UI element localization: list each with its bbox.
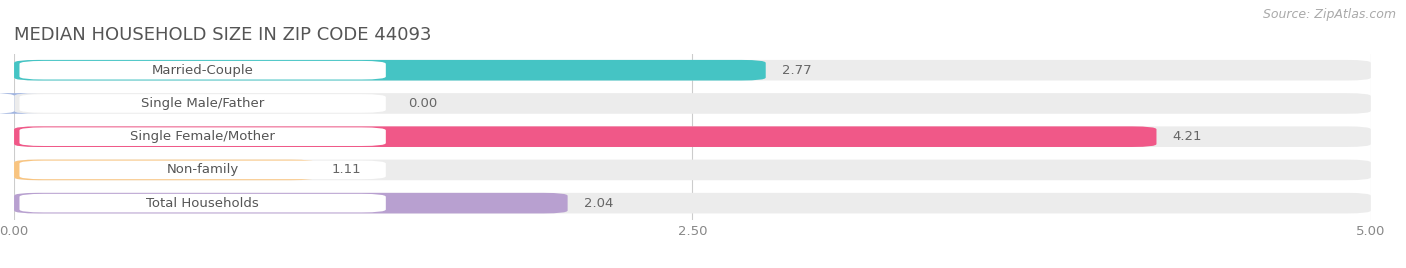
- FancyBboxPatch shape: [14, 93, 1371, 114]
- FancyBboxPatch shape: [20, 61, 385, 80]
- FancyBboxPatch shape: [14, 126, 1371, 147]
- FancyBboxPatch shape: [20, 127, 385, 146]
- Text: 4.21: 4.21: [1173, 130, 1202, 143]
- Text: Single Female/Mother: Single Female/Mother: [131, 130, 276, 143]
- Text: Total Households: Total Households: [146, 197, 259, 210]
- FancyBboxPatch shape: [14, 160, 315, 180]
- FancyBboxPatch shape: [14, 160, 1371, 180]
- FancyBboxPatch shape: [14, 193, 568, 213]
- Text: Married-Couple: Married-Couple: [152, 64, 253, 77]
- FancyBboxPatch shape: [14, 60, 766, 80]
- Text: 2.77: 2.77: [782, 64, 811, 77]
- FancyBboxPatch shape: [20, 94, 385, 113]
- Text: 0.00: 0.00: [408, 97, 437, 110]
- Text: 2.04: 2.04: [583, 197, 613, 210]
- FancyBboxPatch shape: [20, 194, 385, 213]
- Text: Source: ZipAtlas.com: Source: ZipAtlas.com: [1263, 8, 1396, 21]
- FancyBboxPatch shape: [14, 60, 1371, 80]
- FancyBboxPatch shape: [20, 161, 385, 179]
- Text: 1.11: 1.11: [332, 163, 361, 176]
- FancyBboxPatch shape: [0, 93, 38, 114]
- Text: Single Male/Father: Single Male/Father: [141, 97, 264, 110]
- Text: Non-family: Non-family: [166, 163, 239, 176]
- Text: MEDIAN HOUSEHOLD SIZE IN ZIP CODE 44093: MEDIAN HOUSEHOLD SIZE IN ZIP CODE 44093: [14, 26, 432, 44]
- FancyBboxPatch shape: [14, 193, 1371, 213]
- FancyBboxPatch shape: [14, 126, 1157, 147]
